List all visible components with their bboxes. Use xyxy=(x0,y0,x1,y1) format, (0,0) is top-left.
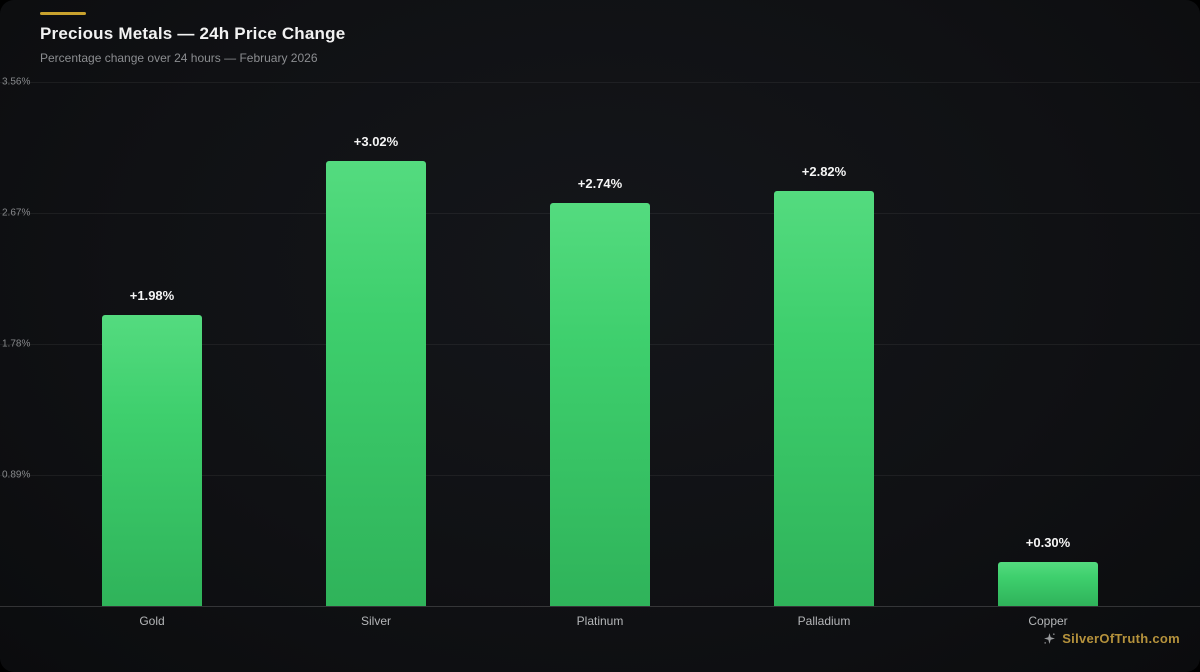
bar-silver xyxy=(326,161,426,606)
bar-value-label: +3.02% xyxy=(353,134,399,150)
bar-value-label: +2.74% xyxy=(577,175,623,191)
chart-subtitle: Percentage change over 24 hours — Februa… xyxy=(40,51,318,65)
y-tick-label: 1.78% xyxy=(2,338,31,350)
bar-copper xyxy=(998,561,1098,606)
bar-value-label: +2.82% xyxy=(801,163,847,179)
bar-platinum xyxy=(550,202,650,606)
y-tick-label: 0.89% xyxy=(2,469,31,481)
x-axis: Gold Silver Platinum Palladium Copper xyxy=(40,614,1160,634)
x-axis-label: Platinum xyxy=(576,614,624,628)
page-title: Precious Metals — 24h Price Change xyxy=(40,24,346,43)
accent-line xyxy=(40,12,86,15)
x-axis-label: Silver xyxy=(360,614,391,628)
bar-gold xyxy=(102,314,202,606)
bar-value-label: +1.98% xyxy=(129,287,175,303)
watermark-text: SilverOfTruth.com xyxy=(1062,631,1180,646)
x-axis-label: Gold xyxy=(139,614,165,628)
watermark: SilverOfTruth.com xyxy=(1043,631,1180,646)
x-axis-line xyxy=(0,606,1200,607)
x-axis-label: Copper xyxy=(1028,614,1068,628)
y-tick-label: 2.67% xyxy=(2,207,31,219)
bar-palladium xyxy=(774,190,874,606)
x-axis-label: Palladium xyxy=(797,614,851,628)
y-tick-label: 3.56% xyxy=(2,76,31,88)
sparkle-icon xyxy=(1043,632,1056,645)
bar-value-label: +0.30% xyxy=(1025,534,1071,550)
plot-area: +1.98% +3.02% +2.74% +2.82% +0.30% xyxy=(40,82,1160,606)
gridline xyxy=(0,82,1200,83)
